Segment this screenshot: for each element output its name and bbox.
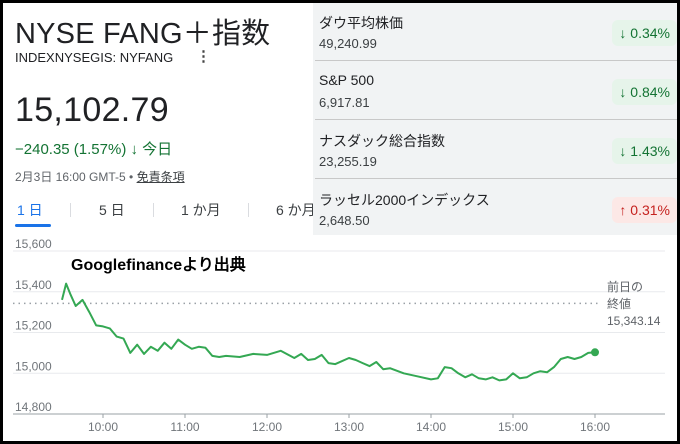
tab-divider xyxy=(248,203,249,217)
x-tick-label: 10:00 xyxy=(88,420,118,434)
x-tick-label: 11:00 xyxy=(170,420,199,434)
index-name: ラッセル2000インデックス xyxy=(319,192,490,208)
row-divider xyxy=(315,178,677,179)
index-change: 0.31% xyxy=(630,202,670,218)
arrow-down-icon: ↓ xyxy=(130,141,139,158)
arrow-up-icon: ↑ xyxy=(619,202,627,218)
timestamp-text: 2月3日 16:00 GMT-5 • xyxy=(15,170,134,184)
index-name: S&P 500 xyxy=(319,72,375,88)
index-change-badge: ↓ 0.84% xyxy=(612,79,677,105)
row-divider xyxy=(315,119,677,120)
y-tick-label: 14,800 xyxy=(15,400,52,414)
x-tick-label: 16:00 xyxy=(580,420,610,434)
index-row-nasdaq[interactable]: ナスダック総合指数 23,255.19 ↓ 1.43% xyxy=(313,121,677,179)
arrow-down-icon: ↓ xyxy=(619,143,627,159)
y-tick-label: 15,200 xyxy=(15,319,52,333)
index-row-russell2000[interactable]: ラッセル2000インデックス 2,648.50 ↑ 0.31% xyxy=(313,180,677,238)
index-name: ダウ平均株価 xyxy=(319,15,403,31)
index-value: 6,917.81 xyxy=(319,95,370,110)
row-divider xyxy=(315,60,677,61)
tab-1d[interactable]: 1 日 xyxy=(17,202,43,218)
intraday-chart[interactable]: 15,600 15,400 15,200 15,000 14,800 10:00 11:0… xyxy=(3,235,677,441)
timestamp: 2月3日 16:00 GMT-5 • 免責条項 xyxy=(15,168,185,185)
price-line xyxy=(61,282,596,382)
chart-grid xyxy=(13,250,665,418)
index-change: 0.84% xyxy=(630,84,670,100)
price-change: −240.35 (1.57%) ↓ 今日 xyxy=(15,138,172,159)
page-title: NYSE FANG＋指数 xyxy=(15,18,271,50)
index-row-sp500[interactable]: S&P 500 6,917.81 ↓ 0.84% xyxy=(313,62,677,120)
more-vert-icon[interactable]: ⋮ xyxy=(196,48,211,65)
index-change-badge: ↓ 0.34% xyxy=(612,20,677,46)
tab-6m[interactable]: 6 か月 xyxy=(276,202,316,218)
arrow-down-icon: ↓ xyxy=(619,84,627,100)
change-period: 今日 xyxy=(142,141,173,158)
index-row-dow[interactable]: ダウ平均株価 49,240.99 ↓ 0.34% xyxy=(313,3,677,61)
x-axis-labels: 10:00 11:00 12:00 13:00 14:00 15:00 16:00 xyxy=(88,420,610,434)
tab-divider xyxy=(153,203,154,217)
index-name: ナスダック総合指数 xyxy=(319,133,445,149)
index-change-badge: ↓ 1.43% xyxy=(612,138,677,164)
current-price: 15,102.79 xyxy=(15,91,169,129)
tab-1m[interactable]: 1 か月 xyxy=(181,202,221,218)
x-tick-label: 13:00 xyxy=(334,420,364,434)
x-tick-label: 15:00 xyxy=(498,420,528,434)
source-annotation: Googlefinanceより出典 xyxy=(71,255,246,274)
active-tab-indicator xyxy=(15,224,51,227)
y-tick-label: 15,400 xyxy=(15,278,52,292)
market-indices-panel: ダウ平均株価 49,240.99 ↓ 0.34% S&P 500 6,917.8… xyxy=(313,3,677,238)
arrow-down-icon: ↓ xyxy=(619,25,627,41)
index-value: 49,240.99 xyxy=(319,36,377,51)
index-value: 23,255.19 xyxy=(319,154,377,169)
range-tabs: 1 日 5 日 1 か月 6 か月 xyxy=(3,200,316,222)
index-change-badge: ↑ 0.31% xyxy=(612,197,677,223)
y-tick-label: 15,000 xyxy=(15,359,52,373)
previous-close-text: 前日の xyxy=(607,279,643,294)
change-value: −240.35 (1.57%) xyxy=(15,141,127,158)
index-value: 2,648.50 xyxy=(319,213,370,228)
x-tick-label: 12:00 xyxy=(252,420,282,434)
tab-5d[interactable]: 5 日 xyxy=(99,202,125,218)
y-tick-label: 15,600 xyxy=(15,237,52,251)
ticker-symbol: INDEXNYSEGIS: NYFANG xyxy=(15,50,174,65)
previous-close-text: 終値 xyxy=(607,296,631,311)
previous-close-text: 15,343.14 xyxy=(607,314,661,328)
y-axis-labels: 15,600 15,400 15,200 15,000 14,800 xyxy=(15,237,52,414)
tab-divider xyxy=(70,203,71,217)
index-change: 1.43% xyxy=(630,143,670,159)
x-tick-label: 14:00 xyxy=(416,420,446,434)
last-price-dot xyxy=(591,348,599,357)
index-change: 0.34% xyxy=(630,25,670,41)
disclaimer-link[interactable]: 免責条項 xyxy=(136,170,185,184)
